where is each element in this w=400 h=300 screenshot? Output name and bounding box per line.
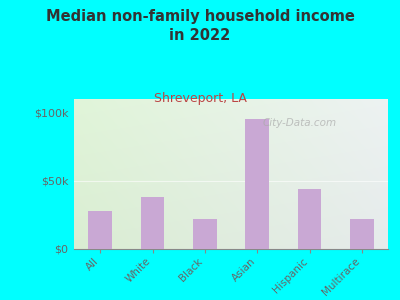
- Text: City-Data.com: City-Data.com: [262, 118, 336, 128]
- Bar: [141, 197, 164, 249]
- Bar: [350, 219, 374, 249]
- Bar: [88, 211, 112, 249]
- Bar: [193, 219, 217, 249]
- Text: Shreveport, LA: Shreveport, LA: [154, 92, 246, 104]
- Bar: [245, 119, 269, 249]
- Bar: [298, 189, 321, 249]
- Text: Median non-family household income
in 2022: Median non-family household income in 20…: [46, 9, 354, 43]
